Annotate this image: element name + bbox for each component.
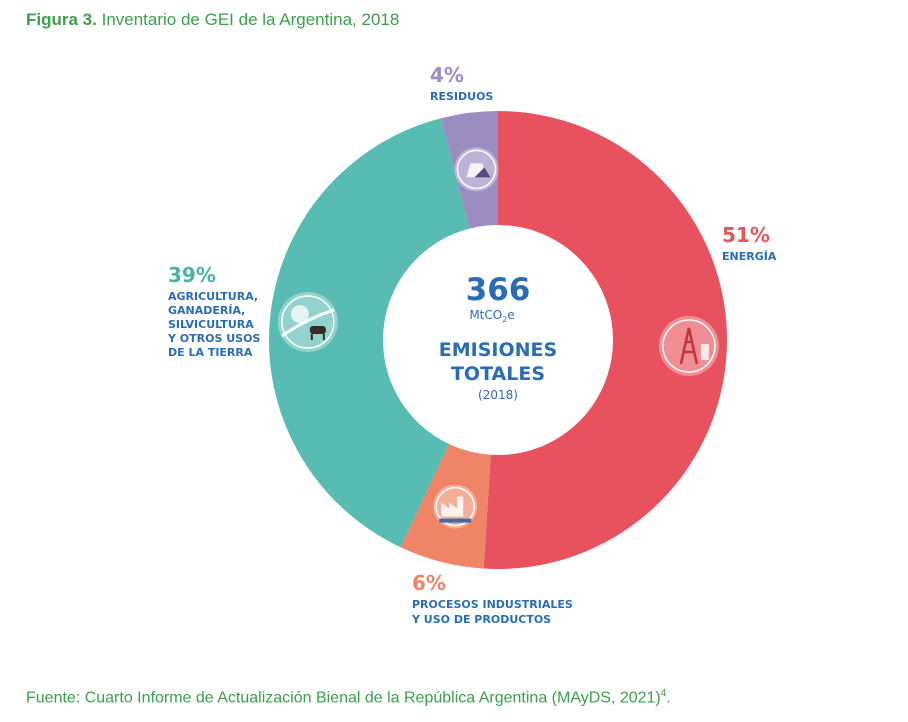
oil-derrick-icon (658, 315, 719, 376)
figure-title-text: Inventario de GEI de la Argentina, 2018 (101, 10, 400, 29)
slice-category-line: ENERGÍA (722, 250, 777, 263)
total-value: 366 (466, 272, 531, 308)
slice-1 (483, 111, 728, 569)
figure-label: Figura 3. (26, 10, 97, 29)
donut-slices (269, 111, 728, 569)
center-line-1: EMISIONES (439, 339, 557, 361)
total-unit: MtCO2e (469, 308, 514, 324)
slice-category-line: Y USO DE PRODUCTOS (411, 613, 551, 626)
slice-label-4: 4% RESIDUOS (430, 63, 493, 103)
figure-title: Figura 3. Inventario de GEI de la Argent… (26, 10, 399, 30)
slice-label-2: 6% PROCESOS INDUSTRIALES Y USO DE PRODUCTO… (411, 571, 573, 626)
slice-category-line: SILVICULTURA (168, 318, 254, 331)
slice-label-1: 51% ENERGÍA (722, 223, 777, 263)
slice-category-line: AGRICULTURA, (168, 290, 258, 303)
cow-tree-icon (277, 292, 338, 353)
landfill-icon (454, 147, 499, 192)
center-label: 366 MtCO2e EMISIONES TOTALES (2018) (439, 272, 557, 402)
slice-percent: 39% (168, 263, 216, 287)
slice-category-line: DE LA TIERRA (168, 346, 253, 359)
slice-category-line: GANADERÍA, (168, 304, 245, 317)
center-year: (2018) (478, 388, 518, 402)
slice-category-line: RESIDUOS (430, 90, 493, 103)
source-footnote: 4 (660, 688, 667, 699)
center-line-2: TOTALES (451, 363, 545, 385)
factory-icon (433, 484, 478, 529)
slice-icons (277, 147, 719, 529)
slice-percent: 51% (722, 223, 770, 247)
source-note: Fuente: Cuarto Informe de Actualización … (26, 688, 671, 707)
slice-percent: 6% (412, 571, 446, 595)
donut-chart: 51% ENERGÍA 6% PROCESOS INDUSTRIALES Y USO D… (167, 63, 777, 626)
slice-category-line: Y OTROS USOS (167, 332, 260, 345)
source-text: Fuente: Cuarto Informe de Actualización … (26, 689, 661, 707)
slice-percent: 4% (430, 63, 464, 87)
slice-3 (269, 118, 470, 548)
slice-labels: 51% ENERGÍA 6% PROCESOS INDUSTRIALES Y USO D… (167, 63, 777, 626)
slice-category-line: PROCESOS INDUSTRIALES (412, 598, 573, 611)
